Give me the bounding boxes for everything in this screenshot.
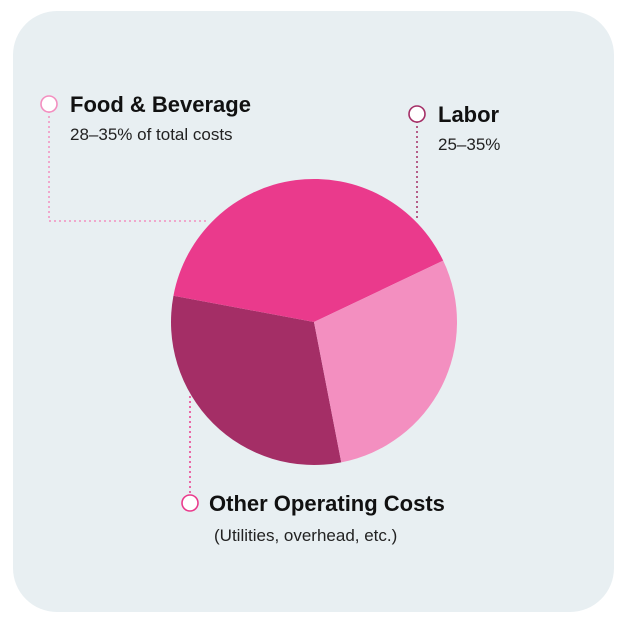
leader-lines: [48, 111, 418, 494]
other-costs-title: Other Operating Costs: [209, 491, 445, 516]
marker-other-circle: [181, 494, 199, 512]
pie-slices: [170, 178, 458, 465]
other-costs-label: Other Operating Costs (Utilities, overhe…: [209, 491, 445, 547]
food-beverage-subtitle: 28–35% of total costs: [70, 125, 233, 144]
food-beverage-title: Food & Beverage: [70, 92, 251, 117]
labor-subtitle: 25–35%: [438, 135, 501, 154]
pie-slice-food: [314, 260, 458, 463]
legend-markers: [40, 95, 426, 512]
marker-food-circle: [40, 95, 58, 113]
labor-label: Labor 25–35%: [438, 102, 500, 156]
pie-slice-other: [173, 178, 444, 322]
food-beverage-label: Food & Beverage 28–35% of total costs: [70, 92, 251, 146]
pie-slice-labor: [170, 295, 342, 465]
other-costs-subtitle: (Utilities, overhead, etc.): [214, 526, 398, 545]
leader-line-food: [48, 111, 208, 222]
marker-labor-circle: [408, 105, 426, 123]
labor-title: Labor: [438, 102, 500, 127]
